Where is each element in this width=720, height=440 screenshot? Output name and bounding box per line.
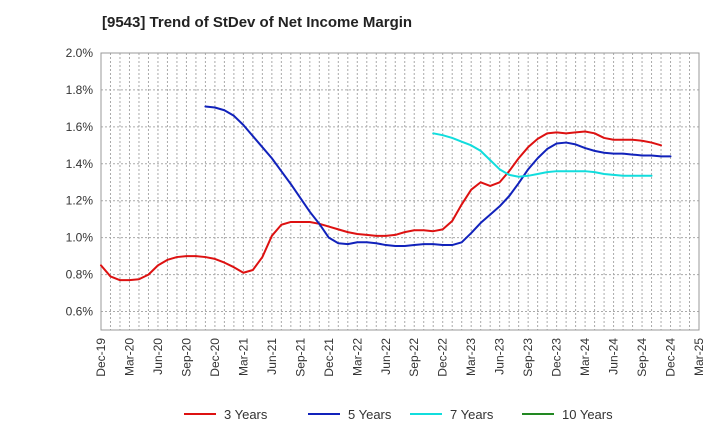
x-tick-label: Mar-21 bbox=[236, 338, 250, 376]
series-line-5-years bbox=[204, 105, 672, 247]
series-line-3-years bbox=[100, 130, 663, 282]
x-tick-label: Dec-24 bbox=[664, 338, 678, 377]
x-tick-label: Mar-23 bbox=[464, 338, 478, 376]
legend-label: 10 Years bbox=[562, 407, 613, 422]
x-tick-label: Dec-20 bbox=[208, 338, 222, 377]
series-lines bbox=[100, 105, 672, 282]
y-tick-label: 1.8% bbox=[66, 83, 94, 97]
legend-label: 3 Years bbox=[224, 407, 268, 422]
x-tick-label: Sep-21 bbox=[293, 338, 307, 377]
legend-label: 7 Years bbox=[450, 407, 494, 422]
x-tick-label: Dec-22 bbox=[436, 338, 450, 377]
y-tick-label: 1.6% bbox=[66, 120, 94, 134]
series-line-7-years bbox=[432, 132, 653, 178]
x-tick-label: Dec-19 bbox=[94, 338, 108, 377]
x-tick-label: Dec-21 bbox=[322, 338, 336, 377]
legend: 3 Years 5 Years 7 Years 10 Years bbox=[184, 407, 613, 422]
x-tick-label: Mar-24 bbox=[578, 338, 592, 376]
x-tick-label: Sep-23 bbox=[521, 338, 535, 377]
grid bbox=[100, 52, 700, 330]
x-tick-label: Jun-21 bbox=[265, 338, 279, 375]
x-tick-label: Mar-25 bbox=[692, 338, 706, 376]
x-tick-label: Sep-20 bbox=[179, 338, 193, 377]
x-tick-label: Jun-20 bbox=[151, 338, 165, 375]
x-tick-label: Jun-22 bbox=[379, 338, 393, 375]
x-axis: Dec-19 Mar-20 Jun-20 Sep-20 Dec-20 Mar-21 Jun-… bbox=[94, 338, 706, 377]
x-tick-label: Mar-22 bbox=[350, 338, 364, 376]
y-tick-label: 2.0% bbox=[66, 46, 94, 60]
y-tick-label: 1.4% bbox=[66, 157, 94, 171]
x-tick-label: Sep-22 bbox=[407, 338, 421, 377]
y-axis: 0.6% 0.8% 1.0% 1.2% 1.4% 1.6% 1.8% 2.0% bbox=[66, 46, 94, 319]
x-tick-label: Sep-24 bbox=[635, 338, 649, 377]
y-tick-label: 1.2% bbox=[66, 194, 94, 208]
chart-title: [9543] Trend of StDev of Net Income Marg… bbox=[102, 14, 413, 31]
y-tick-label: 0.6% bbox=[66, 305, 94, 319]
y-tick-label: 0.8% bbox=[66, 268, 94, 282]
plot-frame bbox=[100, 52, 700, 331]
x-tick-label: Mar-20 bbox=[122, 338, 136, 376]
x-tick-label: Jun-24 bbox=[607, 338, 621, 375]
x-tick-label: Jun-23 bbox=[493, 338, 507, 375]
x-tick-label: Dec-23 bbox=[550, 338, 564, 377]
legend-label: 5 Years bbox=[348, 407, 392, 422]
y-tick-label: 1.0% bbox=[66, 231, 94, 245]
